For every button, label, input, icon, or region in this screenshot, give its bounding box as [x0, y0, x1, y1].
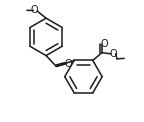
Text: O: O	[64, 59, 72, 69]
Text: O: O	[31, 5, 38, 15]
Text: O: O	[110, 49, 117, 59]
Text: O: O	[101, 39, 108, 49]
